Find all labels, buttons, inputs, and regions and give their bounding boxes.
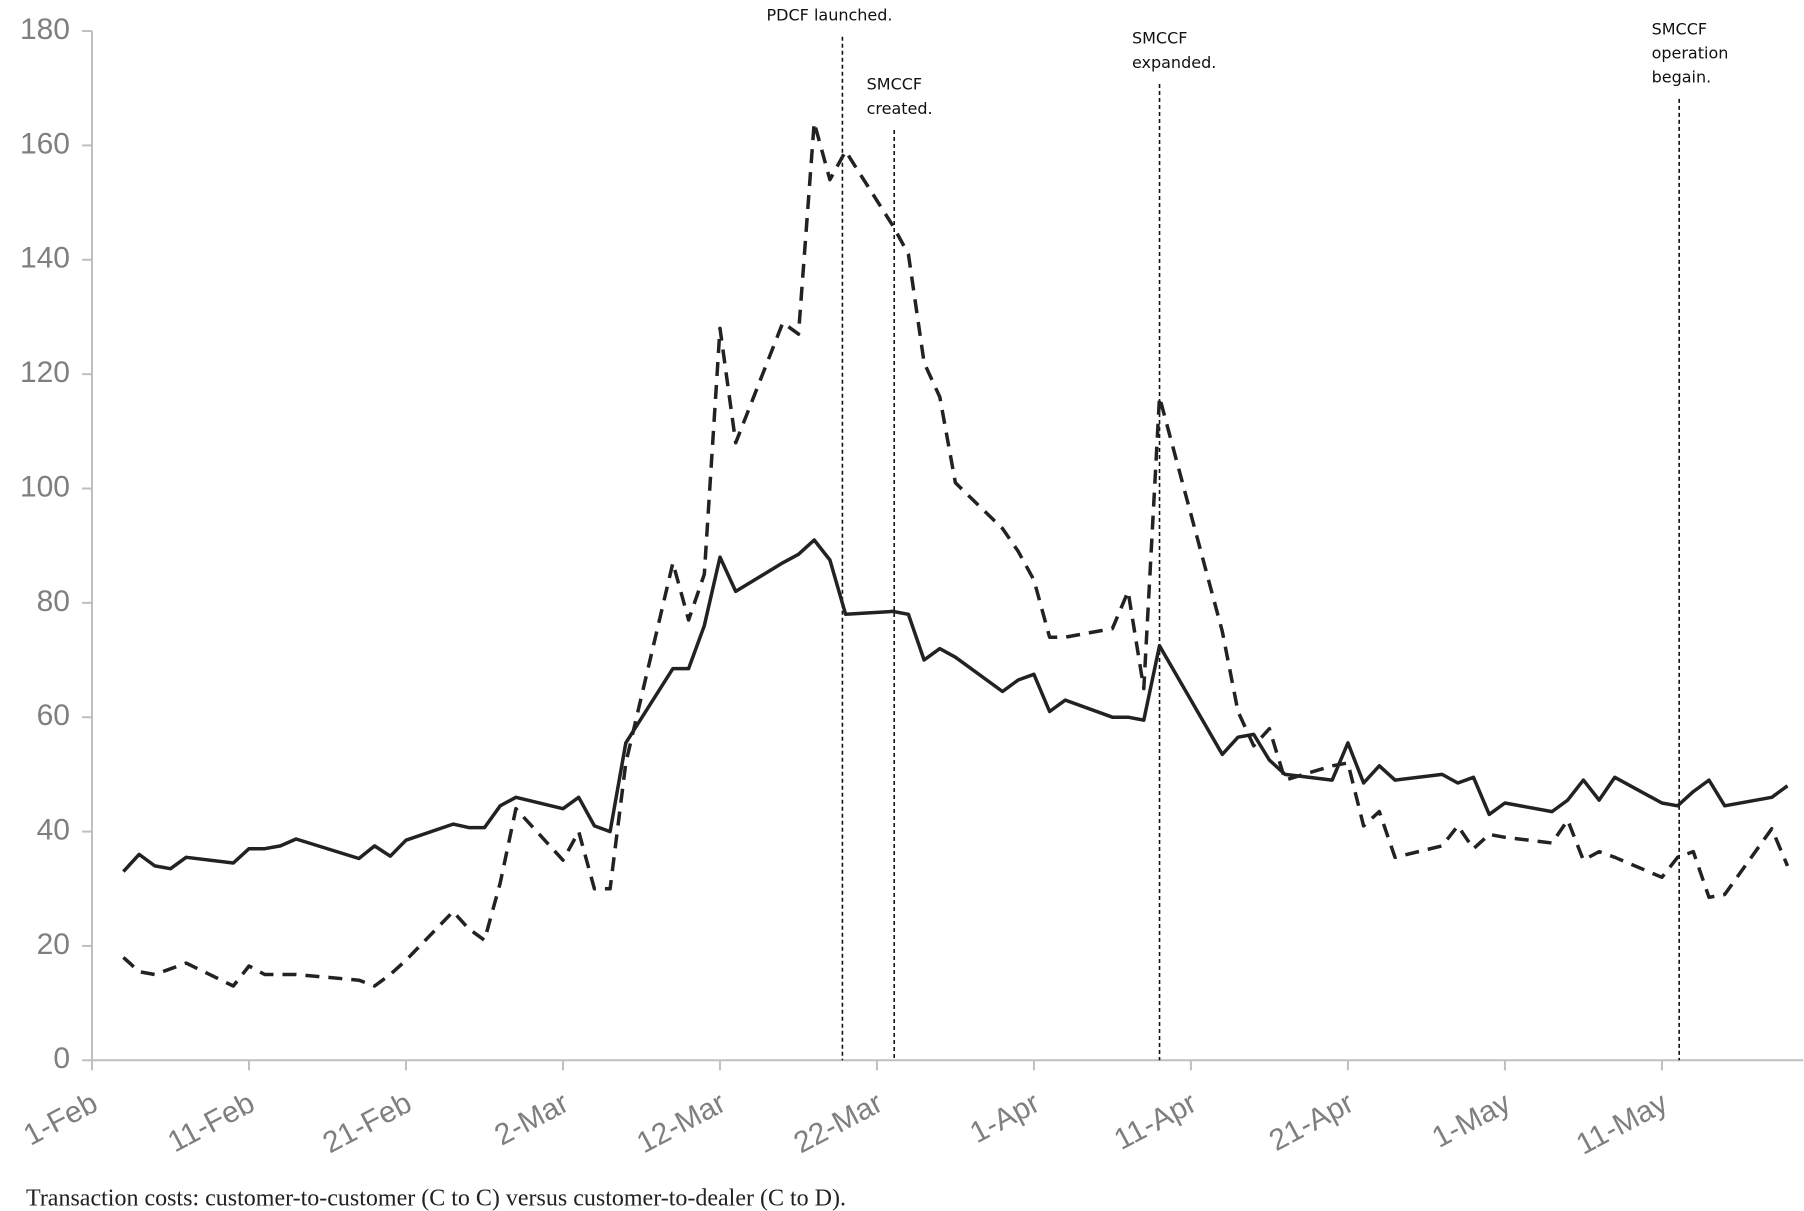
x-tick-label: 21-Apr <box>1264 1086 1359 1157</box>
annotation-label: SMCCF <box>1132 29 1188 48</box>
y-tick-label: 40 <box>37 813 70 846</box>
series-line <box>122 538 1789 873</box>
y-tick-label: 160 <box>20 127 70 160</box>
x-tick-label: 11-Apr <box>1109 1086 1202 1156</box>
x-tick-label: 2-Mar <box>489 1086 574 1152</box>
x-tick-label: 21-Feb <box>318 1086 417 1160</box>
x-tick-label: 1-May <box>1427 1086 1516 1154</box>
series-line <box>122 120 1790 988</box>
y-tick-label: 140 <box>20 242 70 275</box>
caption: Transaction costs: customer-to-customer … <box>26 1186 846 1211</box>
y-tick-label: 100 <box>20 470 70 503</box>
y-tick-label: 60 <box>37 699 70 732</box>
y-tick-label: 180 <box>20 13 70 46</box>
x-tick-label: 11-Feb <box>163 1086 260 1159</box>
x-tick-label: 12-Mar <box>632 1086 731 1160</box>
y-tick-label: 0 <box>53 1042 70 1075</box>
x-tick-label: 1-Apr <box>965 1086 1045 1150</box>
annotation-label: SMCCF <box>867 75 923 94</box>
annotation-label: operation <box>1652 44 1729 63</box>
x-tick-label: 1-Feb <box>18 1086 103 1152</box>
y-tick-label: 80 <box>37 585 70 618</box>
annotation-label: created. <box>867 99 933 118</box>
y-tick-label: 20 <box>37 928 70 961</box>
x-tick-label: 22-Mar <box>789 1086 888 1160</box>
annotation-label: PDCF launched. <box>767 6 893 25</box>
annotation-label: SMCCF <box>1652 19 1708 38</box>
y-tick-label: 120 <box>20 356 70 389</box>
annotation-label: begain. <box>1652 68 1712 87</box>
annotation-label: expanded. <box>1132 53 1216 72</box>
x-tick-label: 11-May <box>1571 1086 1673 1161</box>
